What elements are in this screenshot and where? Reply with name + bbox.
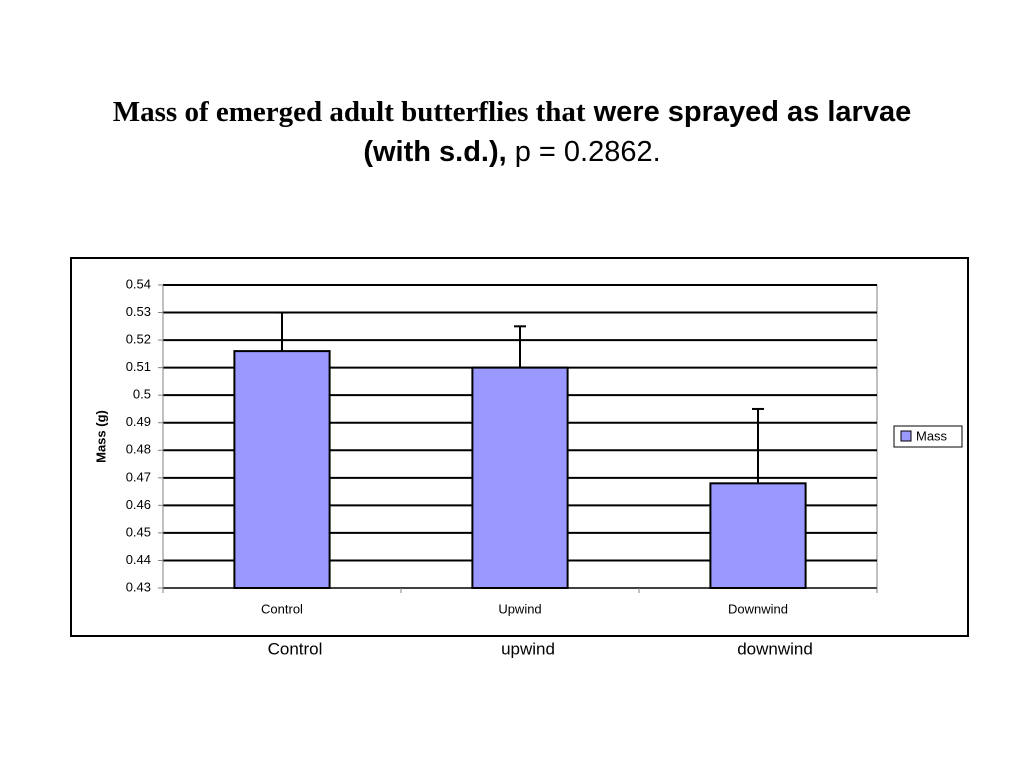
legend-label: Mass bbox=[916, 428, 948, 443]
y-tick-label: 0.44 bbox=[126, 552, 151, 567]
slide-label: upwind bbox=[501, 639, 555, 658]
legend-swatch bbox=[900, 430, 912, 442]
y-tick-label: 0.54 bbox=[126, 276, 151, 291]
y-tick-label: 0.43 bbox=[126, 579, 151, 594]
y-tick-label: 0.47 bbox=[126, 469, 151, 484]
x-tick-label: Upwind bbox=[498, 601, 541, 616]
title-part: p = 0.2862. bbox=[514, 136, 661, 168]
bar bbox=[709, 482, 807, 589]
y-tick-label: 0.53 bbox=[126, 304, 151, 319]
y-tick-label: 0.49 bbox=[126, 414, 151, 429]
y-tick-label: 0.45 bbox=[126, 524, 151, 539]
y-tick-label: 0.52 bbox=[126, 332, 151, 347]
title-part: were sprayed as larvae (with s.d.), bbox=[363, 96, 912, 168]
x-tick-label: Control bbox=[261, 601, 303, 616]
bar bbox=[233, 350, 331, 590]
slide-label: downwind bbox=[737, 639, 813, 658]
title-part: Mass of emerged adult butterflies that bbox=[112, 96, 586, 128]
y-tick-label: 0.46 bbox=[126, 497, 151, 512]
y-tick-label: 0.48 bbox=[126, 442, 151, 457]
x-tick-label: Downwind bbox=[728, 601, 788, 616]
slide-label: Control bbox=[268, 639, 323, 658]
y-tick-label: 0.5 bbox=[133, 387, 151, 402]
slide-title: Mass of emerged adult butterflies that w… bbox=[82, 92, 942, 172]
y-axis-label: Mass (g) bbox=[93, 410, 108, 463]
y-tick-label: 0.51 bbox=[126, 359, 151, 374]
bar bbox=[471, 366, 569, 589]
